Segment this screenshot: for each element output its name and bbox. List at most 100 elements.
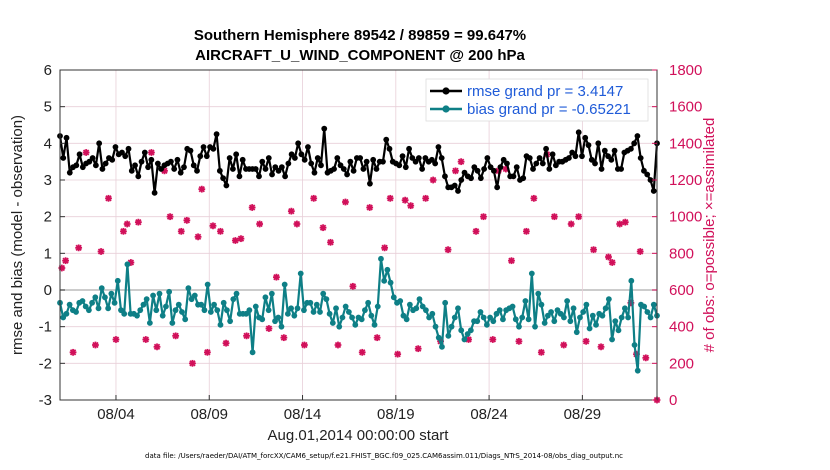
obs-stroke: [112, 336, 120, 343]
rmse-point: [549, 151, 556, 158]
bias-point: [352, 321, 359, 328]
obs-stroke: [273, 273, 280, 281]
obs-stroke: [401, 196, 409, 204]
rmse-point: [278, 164, 285, 171]
y-right-tick-label: 1200: [669, 172, 702, 189]
bias-point: [207, 309, 214, 315]
bias-point: [185, 285, 192, 292]
rmse-point: [321, 125, 328, 132]
obs-stroke: [605, 253, 612, 261]
rmse-point: [650, 188, 657, 194]
obs-point: [183, 216, 191, 224]
rmse-point: [585, 142, 592, 149]
bias-point: [570, 305, 577, 312]
bias-point: [288, 305, 294, 312]
bias-point: [589, 312, 596, 319]
rmse-point: [236, 173, 243, 180]
bias-point: [512, 316, 519, 323]
bias-point: [384, 266, 391, 273]
rmse-point: [171, 166, 178, 172]
obs-point: [222, 339, 230, 347]
rmse-point: [442, 173, 448, 180]
bias-point: [342, 303, 349, 310]
rmse-point: [536, 155, 543, 161]
bias-point: [458, 327, 465, 334]
rmse-point: [618, 166, 625, 172]
bias-point: [313, 301, 320, 308]
rmse-point: [174, 156, 181, 163]
bias-point: [474, 318, 481, 325]
obs-point: [616, 220, 624, 228]
bias-point: [378, 255, 384, 262]
obs-stroke: [243, 332, 250, 340]
obs-stroke: [616, 220, 623, 228]
rmse-point: [402, 164, 409, 171]
obs-stroke: [248, 204, 256, 211]
rmse-point: [592, 160, 598, 167]
rmse-point: [125, 145, 132, 152]
y-tick-label: -1: [39, 319, 52, 336]
obs-stroke: [92, 341, 99, 349]
rmse-point: [566, 155, 572, 161]
obs-stroke: [472, 228, 480, 235]
bias-point: [577, 314, 583, 321]
y-right-tick-label: 1400: [669, 135, 702, 152]
obs-point: [508, 257, 515, 265]
bias-point: [641, 303, 648, 310]
bias-point: [528, 270, 535, 277]
rmse-point: [468, 175, 474, 182]
rmse-point: [168, 158, 174, 165]
bias-point: [564, 298, 571, 304]
obs-stroke: [293, 220, 301, 228]
obs-point: [334, 341, 342, 349]
bias-point: [387, 279, 394, 286]
bias-point: [294, 305, 301, 312]
bias-point: [349, 314, 355, 321]
rmse-point: [291, 155, 298, 161]
bias-point: [172, 307, 179, 314]
bias-point: [535, 290, 542, 297]
bias-point: [262, 294, 269, 301]
bias-point: [259, 316, 266, 323]
y-right-tick-label: 800: [669, 245, 694, 262]
y-right-tick-label: 1800: [669, 62, 702, 79]
bias-point: [500, 316, 506, 323]
bias-point: [333, 305, 339, 312]
bias-point: [532, 323, 538, 330]
y-right-tick-label: 200: [669, 355, 694, 372]
obs-point: [560, 341, 568, 349]
obs-point: [189, 359, 196, 367]
assimilated-obs-series: [58, 149, 661, 404]
bias-point: [310, 309, 317, 315]
bias-point: [477, 309, 484, 315]
rmse-point: [357, 155, 364, 161]
rmse-point: [213, 131, 220, 138]
rmse-point: [344, 171, 350, 178]
bias-point: [214, 307, 221, 314]
bias-point: [63, 310, 70, 317]
obs-stroke: [280, 334, 288, 341]
x-tick-label: 08/29: [564, 406, 602, 423]
rmse-point: [347, 158, 354, 165]
obs-point: [300, 341, 308, 349]
y-right-tick-label: 600: [669, 282, 694, 299]
obs-point: [177, 227, 185, 235]
rmse-point: [543, 145, 549, 152]
obs-stroke: [166, 213, 174, 220]
obs-point: [62, 257, 69, 265]
obs-stroke: [465, 336, 472, 343]
bias-point: [455, 305, 461, 312]
rmse-point: [432, 160, 439, 167]
obs-point: [407, 202, 415, 210]
bias-point: [105, 305, 112, 312]
obs-point: [134, 218, 142, 226]
obs-point: [75, 244, 83, 252]
obs-stroke: [194, 233, 202, 241]
obs-stroke: [590, 246, 597, 253]
obs-stroke: [359, 349, 366, 356]
bias-point: [73, 309, 79, 315]
obs-point: [209, 222, 217, 230]
obs-point: [429, 176, 437, 184]
obs-stroke: [444, 246, 452, 253]
obs-point: [381, 244, 389, 252]
